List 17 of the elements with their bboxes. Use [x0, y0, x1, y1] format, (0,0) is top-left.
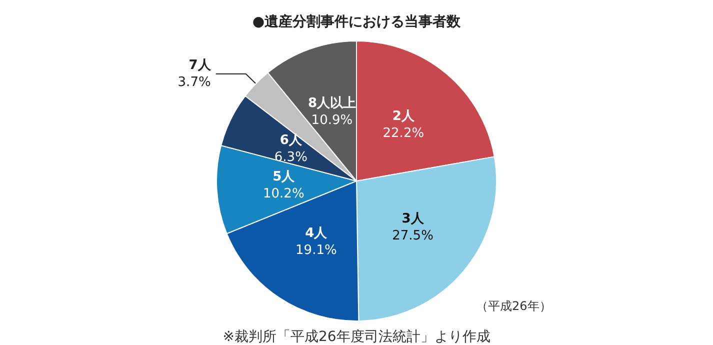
slice-label: 2人 [392, 109, 416, 124]
slice-label: 7人 [188, 58, 212, 73]
slice-label: 8人以上 [308, 96, 356, 112]
slice-label: 3人 [402, 211, 425, 226]
text: ※裁判所「平成26年度司法統計」より作成 [222, 329, 490, 345]
slice-label: 5人 [272, 170, 296, 185]
data-label: 10.9% [311, 113, 353, 128]
slice-label: 4人 [305, 226, 328, 241]
data-label: 6.3% [274, 150, 308, 165]
data-label: 27.5% [392, 228, 434, 244]
data-label: 10.2% [262, 186, 304, 202]
data-label: 22.2% [382, 126, 424, 142]
chart-title: ●遺産分割事件における当事者数 [252, 13, 462, 30]
data-label: 3.7% [178, 74, 211, 90]
slice-label: 6人 [280, 132, 303, 148]
text: （平成26年） [476, 299, 552, 313]
data-label: 19.1% [296, 242, 337, 258]
